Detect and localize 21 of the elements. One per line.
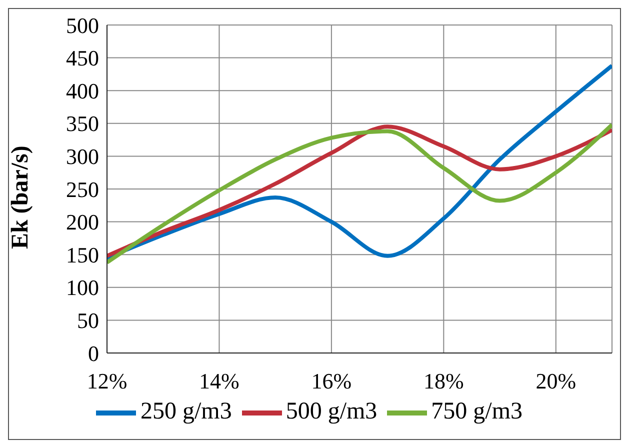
legend-label: 500 g/m3: [286, 398, 378, 425]
y-tick-label: 250: [66, 176, 99, 202]
x-tick-label: 20%: [536, 368, 576, 394]
legend-label: 250 g/m3: [140, 398, 232, 425]
y-tick-label: 350: [66, 111, 99, 136]
x-tick-label: 18%: [424, 368, 464, 394]
y-tick-label: 500: [66, 12, 99, 38]
y-tick-label: 150: [66, 242, 99, 268]
y-tick-label: 300: [66, 144, 99, 170]
x-tick-label: 14%: [199, 368, 240, 394]
y-tick-label: 450: [66, 46, 99, 71]
x-tick-label: 16%: [311, 368, 352, 394]
y-tick-label: 100: [66, 275, 99, 300]
y-tick-label: 200: [66, 210, 99, 235]
line-series: [107, 64, 612, 260]
legend-label: 750 g/m3: [431, 398, 523, 425]
y-tick-label: 400: [66, 78, 99, 104]
x-tick-label: 12%: [86, 368, 128, 394]
y-tick-label: 0: [88, 340, 99, 366]
y-axis-title: Ek (bar/s): [8, 146, 34, 249]
y-tick-label: 50: [77, 308, 99, 334]
